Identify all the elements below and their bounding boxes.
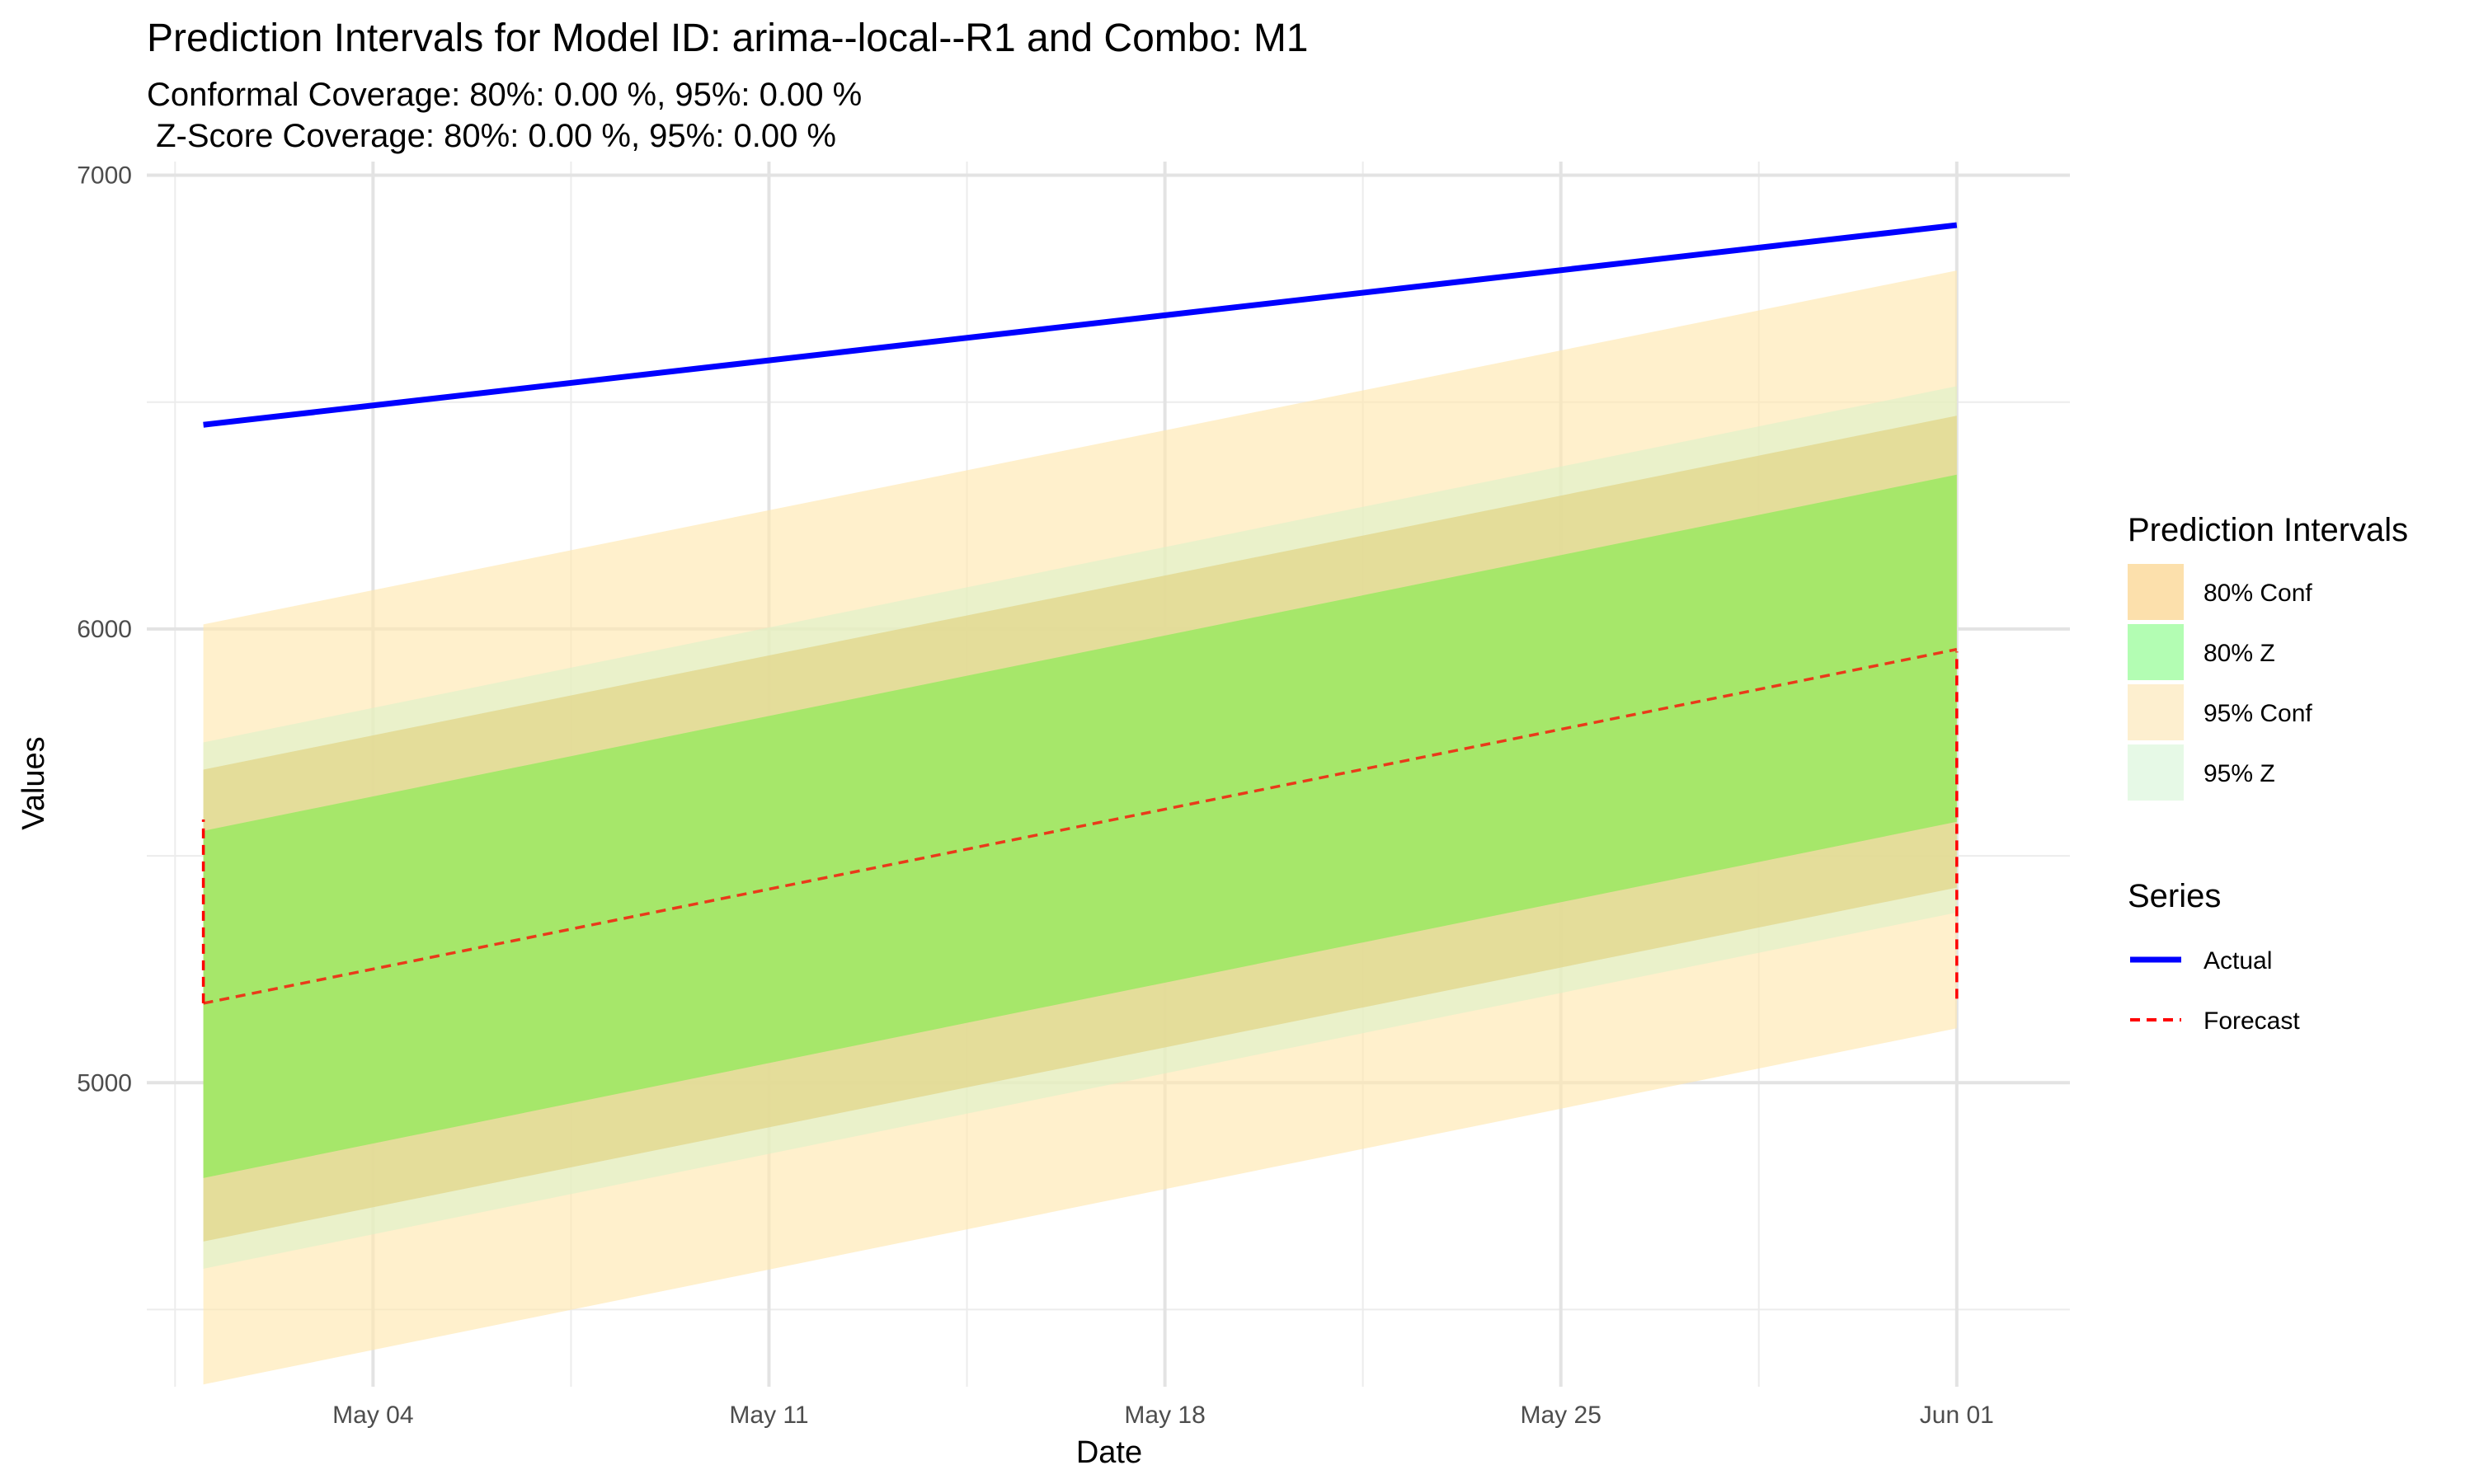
legend-swatch-95-conf [2128, 684, 2184, 740]
x-axis-title: Date [1076, 1435, 1142, 1470]
legend-label: 95% Conf [2204, 700, 2312, 727]
legend-series-title: Series [2128, 878, 2221, 914]
y-tick-label: 7000 [77, 162, 132, 190]
y-tick-label: 6000 [77, 616, 132, 643]
x-tick-label: May 18 [1124, 1402, 1205, 1429]
chart-subtitle-line-1: Conformal Coverage: 80%: 0.00 %, 95%: 0.… [147, 77, 862, 113]
legend-label: 80% Conf [2204, 580, 2312, 607]
legend-swatch-80-z [2128, 624, 2184, 680]
chart-subtitle-line-2: Z-Score Coverage: 80%: 0.00 %, 95%: 0.00… [147, 118, 836, 154]
x-tick-label: May 25 [1521, 1402, 1602, 1429]
legend: Prediction Intervals Series 80% Conf 80% … [2128, 512, 2408, 1035]
legend-swatch-80-conf [2128, 564, 2184, 620]
y-tick-label: 5000 [77, 1069, 132, 1097]
x-tick-label: May 11 [729, 1402, 808, 1429]
series-line-forecast [203, 647, 1958, 1005]
y-axis-title: Values [16, 736, 51, 829]
series-line-actual [203, 222, 1958, 428]
legend-label: 95% Z [2204, 760, 2275, 787]
x-tick-label: May 04 [332, 1402, 413, 1429]
x-tick-label: Jun 01 [1920, 1402, 1994, 1429]
legend-label: Actual [2204, 947, 2272, 974]
legend-label: Forecast [2204, 1007, 2300, 1035]
chart-title: Prediction Intervals for Model ID: arima… [147, 16, 1309, 60]
legend-label: 80% Z [2204, 640, 2275, 667]
series-layer [201, 222, 1959, 1005]
legend-intervals-title: Prediction Intervals [2128, 512, 2408, 548]
legend-swatch-95-z [2128, 744, 2184, 801]
tick-layer: May 04 May 11 May 18 May 25 Jun 01 5000 6000 70… [77, 162, 1994, 1429]
